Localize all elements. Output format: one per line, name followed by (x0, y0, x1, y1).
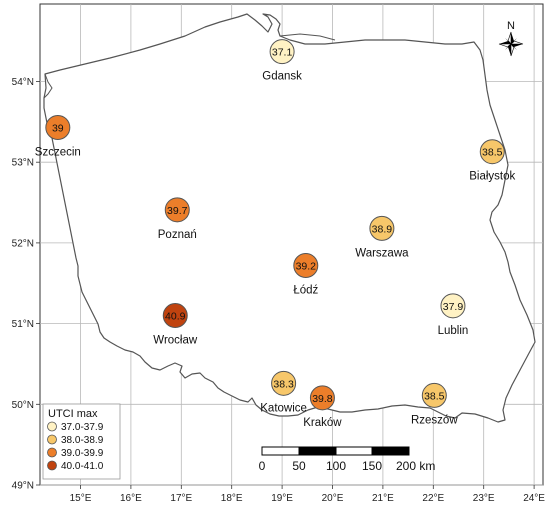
legend-label: 39.0-39.9 (61, 448, 104, 459)
lon-tick-label: 20°E (322, 493, 344, 504)
vistula-spit (279, 33, 336, 41)
scale-segment-3 (335, 446, 373, 456)
city-name: Rzeszów (411, 414, 458, 426)
legend-swatch (47, 447, 57, 458)
scale-label-150: 150 (362, 459, 382, 473)
coastline-detail (43, 73, 53, 99)
scale-segment-2 (298, 446, 337, 456)
compass-rose-icon: N (498, 20, 524, 57)
city-marker (164, 197, 190, 223)
lon-tick-label: 21°E (372, 493, 394, 504)
city-name: Warszawa (355, 247, 409, 259)
city-value: 40.9 (165, 311, 186, 323)
city-marker (293, 252, 319, 278)
city-rzeszów: 38.5 Rzeszów (411, 382, 458, 426)
lon-tick-label: 23°E (473, 493, 495, 504)
scale-label-50: 50 (292, 459, 306, 473)
scale-label-0: 0 (259, 459, 266, 473)
scale-segment-4 (371, 446, 410, 456)
lon-tick-label: 15°E (70, 493, 92, 504)
city-marker (479, 139, 505, 165)
city-marker (271, 370, 297, 396)
scale-segment-1 (261, 446, 300, 456)
city-markers: 37.1 Gdansk 39 Szczecin 38.5 Białystok 39.7 Poz… (35, 39, 516, 429)
lat-tick-label: 53°N (12, 158, 34, 169)
city-value: 38.5 (424, 390, 445, 402)
city-name: Wrocław (153, 335, 198, 347)
lon-tick-label: 18°E (221, 493, 243, 504)
lon-tick-label: 16°E (120, 493, 142, 504)
city-gdansk: 37.1 Gdansk (262, 39, 302, 83)
legend-label: 38.0-38.9 (61, 435, 104, 446)
city-value: 38.3 (273, 378, 294, 390)
lon-tick-label: 24°E (523, 493, 545, 504)
city-kraków: 39.8 Kraków (303, 385, 342, 429)
lon-tick-label: 19°E (271, 493, 293, 504)
city-name: Lublin (438, 325, 469, 337)
lat-tick-label: 49°N (12, 481, 34, 492)
legend-swatch (47, 460, 57, 471)
city-value: 37.9 (443, 301, 464, 313)
city-łódź: 39.2 Łódź (293, 252, 319, 296)
city-value: 39.2 (296, 260, 317, 272)
legend: UTCI max 37.0-37.9 38.0-38.9 39.0-39.9 40.0… (42, 403, 121, 480)
latitude-tick-labels: 54°N 53°N 52°N 51°N 50°N 49°N (12, 77, 40, 492)
city-wrocław: 40.9 Wrocław (153, 303, 198, 347)
city-name: Łódź (293, 284, 318, 296)
city-value: 38.5 (482, 147, 503, 159)
legend-title: UTCI max (48, 408, 98, 420)
city-name: Poznań (158, 229, 197, 241)
lat-tick-label: 50°N (12, 400, 34, 411)
city-marker (45, 114, 71, 140)
city-poznań: 39.7 Poznań (158, 197, 197, 241)
city-katowice: 38.3 Katowice (260, 370, 307, 414)
city-szczecin: 39 Szczecin (35, 114, 81, 158)
city-name: Katowice (260, 402, 307, 414)
north-label: N (507, 20, 515, 32)
city-value: 39.8 (312, 393, 333, 405)
city-value: 37.1 (272, 47, 293, 59)
city-marker (440, 293, 466, 319)
legend-swatch (47, 421, 57, 432)
lat-tick-label: 52°N (12, 238, 34, 249)
longitude-tick-labels: 15°E 16°E 17°E 18°E 19°E 20°E 21°E 22°E 23°E 24°E (70, 485, 545, 504)
city-name: Szczecin (35, 146, 81, 158)
lon-tick-label: 17°E (170, 493, 192, 504)
scale-label-100: 100 (326, 459, 346, 473)
legend-label: 37.0-37.9 (61, 422, 104, 433)
lon-tick-label: 22°E (422, 493, 444, 504)
city-marker (309, 385, 335, 411)
scale-label-200: 200 km (396, 459, 435, 473)
city-value: 38.9 (372, 223, 393, 235)
city-białystok: 38.5 Białystok (469, 139, 516, 183)
city-marker (162, 303, 188, 329)
city-marker (269, 39, 295, 65)
city-marker (369, 215, 395, 241)
city-name: Białystok (469, 171, 515, 183)
city-lublin: 37.9 Lublin (438, 293, 469, 337)
city-name: Kraków (303, 417, 342, 429)
lat-tick-label: 51°N (12, 319, 34, 330)
city-warszawa: 38.9 Warszawa (355, 215, 409, 259)
city-value: 39 (52, 122, 64, 134)
city-name: Gdansk (262, 71, 302, 83)
scale-bar: 0 50 100 150 200 km (259, 446, 435, 473)
legend-swatch (47, 434, 57, 445)
city-marker (421, 382, 447, 408)
legend-label: 40.0-41.0 (61, 461, 104, 472)
lat-tick-label: 54°N (12, 77, 34, 88)
city-value: 39.7 (167, 205, 188, 217)
